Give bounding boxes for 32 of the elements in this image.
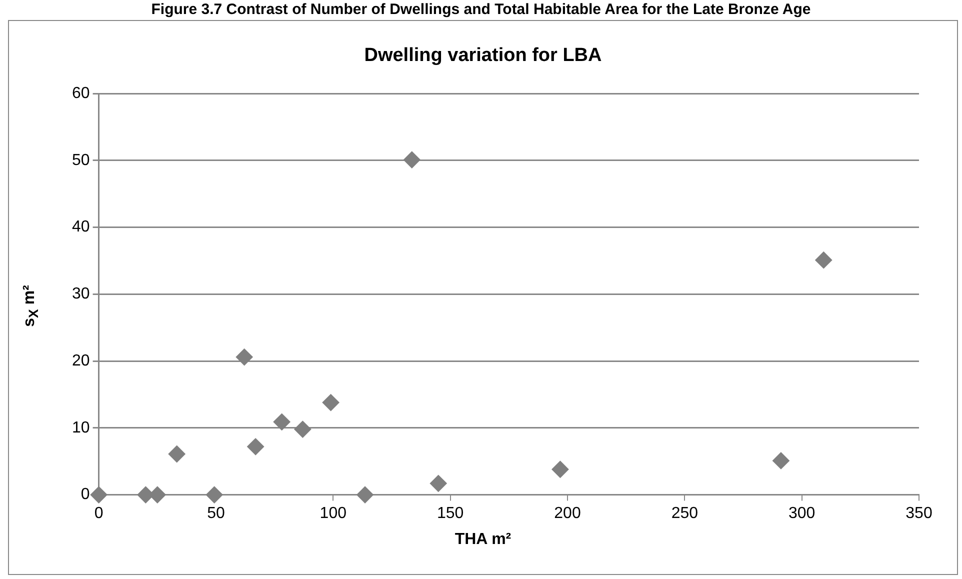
- y-tick-label: 40: [72, 218, 90, 236]
- point: [236, 348, 253, 366]
- point: [247, 438, 264, 456]
- point: [294, 420, 312, 438]
- point: [322, 394, 340, 412]
- point: [772, 452, 790, 470]
- x-tick-label: 250: [671, 504, 698, 522]
- y-tick-label: 30: [72, 286, 90, 303]
- point: [168, 446, 186, 463]
- point: [356, 486, 374, 504]
- x-tick-label: 0: [94, 504, 104, 522]
- y-tick-label: 20: [72, 352, 90, 370]
- x-tick-label: 100: [320, 504, 347, 522]
- x-tick-label: 50: [207, 504, 225, 522]
- x-tick-label: 350: [906, 504, 932, 522]
- x-tick-label: 200: [554, 504, 581, 522]
- x-tick-label: 150: [436, 504, 464, 522]
- y-tick-label: 10: [72, 419, 90, 436]
- point: [90, 486, 108, 504]
- y-tick-label: 0: [80, 486, 90, 504]
- point: [430, 474, 447, 492]
- x-axis-title: THA m²: [454, 531, 512, 549]
- point: [552, 460, 569, 478]
- y-tick-label: 60: [72, 85, 90, 102]
- point: [273, 413, 290, 430]
- point: [206, 486, 223, 504]
- y-tick-label: 50: [72, 152, 90, 169]
- chart-title: Dwelling variation for LBA: [363, 45, 603, 67]
- x-tick-label: 300: [788, 504, 816, 522]
- caption: Figure 3.7 Contrast of Number of Dwellings and Total Habitable Area for the Late Bronze Age: [150, 1, 812, 18]
- point: [403, 151, 420, 168]
- point: [815, 252, 832, 269]
